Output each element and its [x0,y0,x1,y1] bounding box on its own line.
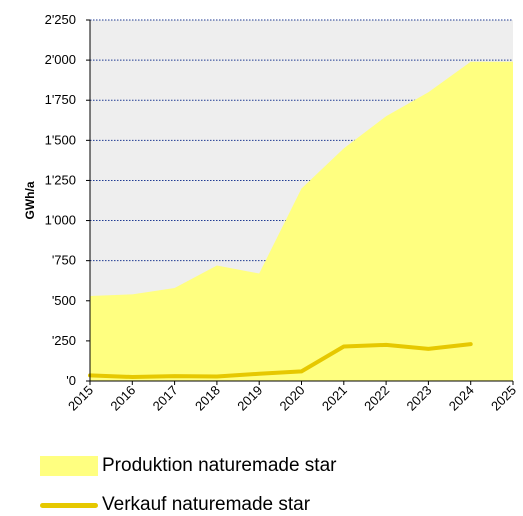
x-tick-label: 2016 [107,383,138,414]
y-tick-label: '750 [52,253,76,268]
x-tick-label: 2022 [361,383,392,414]
y-tick-labels: '0 '250 '500 '750 1'000 1'250 1'500 1'750 2'000 2… [45,12,90,388]
legend-label-produktion: Produktion naturemade star [102,455,337,476]
x-tick-label: 2023 [403,383,434,414]
y-tick-label: 1'500 [45,132,76,147]
y-tick-label: 2'250 [45,12,76,27]
legend-label-verkauf: Verkauf naturemade star [102,494,311,515]
legend-item-verkauf: Verkauf naturemade star [40,494,310,516]
y-tick-label: '250 [52,333,76,348]
x-tick-label: 2021 [319,383,350,414]
line-verkauf [88,342,473,379]
x-tick-label: 2018 [192,383,223,414]
x-tick-label: 2025 [488,383,519,414]
y-tick-label: 1'750 [45,92,76,107]
y-tick-label: '0 [66,373,76,388]
x-tick-label: 2024 [446,383,477,414]
y-tick-label: 2'000 [45,52,76,67]
x-tick-label: 2020 [277,383,308,414]
y-tick-label: 1'250 [45,172,76,187]
x-tick-label: 2017 [150,383,181,414]
legend-swatch-verkauf [40,502,98,508]
y-axis-label: GWh/a [23,181,37,219]
legend-item-produktion: Produktion naturemade star [40,455,336,477]
x-tick-labels: 2015 2016 2017 2018 2019 2020 2021 2022 2023 2024… [65,381,519,414]
area-produktion [90,61,513,382]
y-tick-label: 1'000 [45,213,76,228]
series-layer [88,61,513,382]
legend-swatch-produktion [40,456,98,476]
y-tick-label: '500 [52,293,76,308]
chart: '0 '250 '500 '750 1'000 1'250 1'500 1'750 2'000 2… [23,12,519,414]
x-tick-label: 2019 [234,383,265,414]
